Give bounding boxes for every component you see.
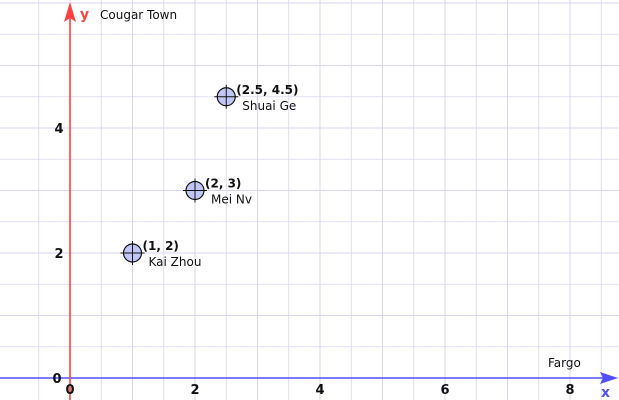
x-tick-label: 2 [190,383,199,398]
data-points: (1, 2) Kai Zhou (2, 3) Mei Nv (2.5, 4.5) Shua… [120,83,298,269]
point-coord-label: (1, 2) [143,239,179,253]
x-tick-label: 8 [565,383,574,398]
point-name-label: Mei Nv [211,193,252,207]
point-coord-label: (2, 3) [205,177,241,191]
y-tick-label: 0 [52,372,61,387]
data-point: (1, 2) Kai Zhou [120,239,202,269]
x-tick-label: 6 [440,383,449,398]
x-axis-caption: Fargo [548,356,581,370]
point-name-label: Kai Zhou [149,255,202,269]
data-point: (2.5, 4.5) Shuai Ge [214,83,298,113]
y-tick-label: 2 [54,247,63,262]
y-tick-label: 4 [54,122,63,137]
y-axis-letter: y [80,7,89,23]
point-name-label: Shuai Ge [242,99,296,113]
x-axis-arrow [600,372,618,384]
x-axis-letter: x [601,385,610,400]
x-tick-label: 0 [65,383,74,398]
y-axis-caption: Cougar Town [100,8,177,22]
point-coord-label: (2.5, 4.5) [236,83,298,97]
y-axis-arrow [64,2,76,22]
data-point: (2, 3) Mei Nv [183,177,252,207]
x-tick-label: 4 [315,383,324,398]
tick-labels: 0 2 4 6 8 0 2 4 [52,122,574,398]
